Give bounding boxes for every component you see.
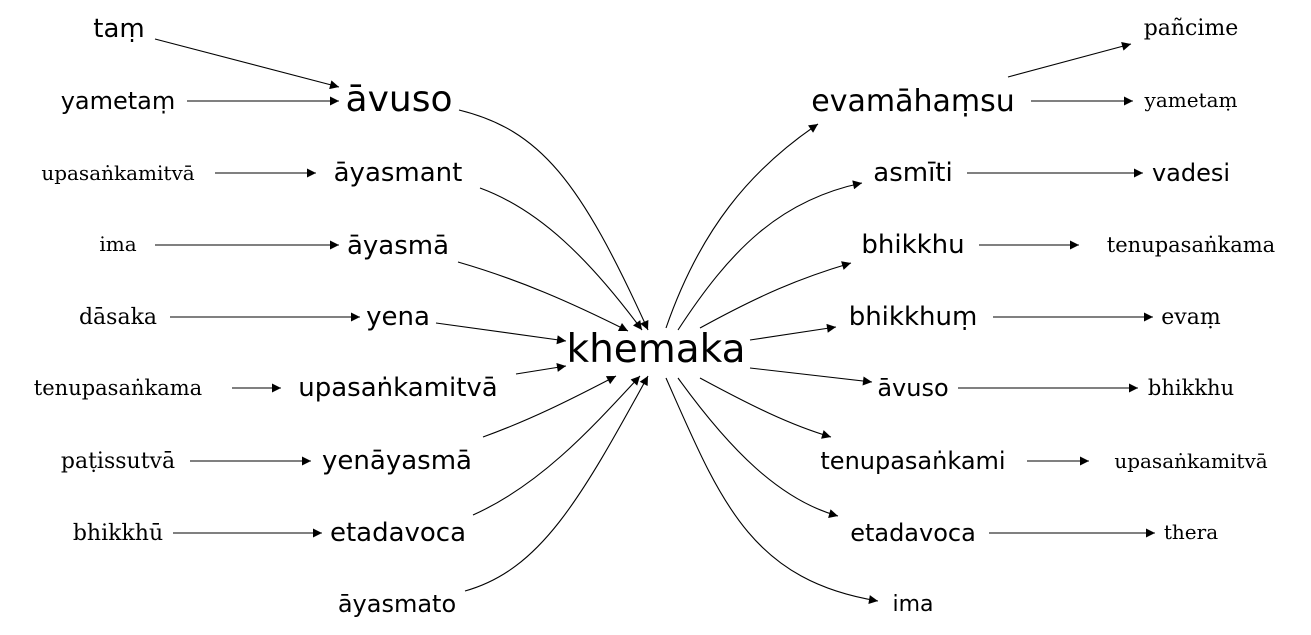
edge-yenayasma-khemaka	[482, 375, 617, 438]
node-right-inner-7: ima	[892, 592, 933, 617]
edge-evamahamsu-pancime	[1007, 41, 1132, 78]
node-right-inner-2: bhikkhu	[861, 230, 964, 260]
edges-right-outer	[958, 41, 1155, 538]
node-right-outer-5: bhikkhu	[1148, 376, 1234, 400]
node-left-outer-4: dāsaka	[79, 305, 157, 330]
edge-avuso-khemaka	[458, 109, 649, 331]
edge-khemaka-ima-right	[665, 377, 879, 604]
node-right-inner-0: evamāhaṃsu	[811, 84, 1014, 119]
edge-khemaka-bhikkhu	[699, 261, 852, 329]
edge-ayasmant-khemaka	[479, 187, 643, 331]
edge-khemaka-asmiti	[677, 180, 863, 331]
node-left-inner-5: yenāyasmā	[322, 446, 472, 476]
edge-ayasma-khemaka	[457, 261, 629, 332]
edge-ayasmato-khemaka	[464, 375, 649, 592]
node-left-inner-7: āyasmato	[338, 590, 456, 618]
edge-khemaka-bhikkhum	[749, 323, 837, 341]
edge-upasankamitva-khemaka	[515, 362, 567, 375]
node-right-outer-7: thera	[1164, 520, 1218, 544]
node-center: khemaka	[567, 327, 746, 372]
node-left-inner-2: āyasmā	[347, 231, 449, 261]
edge-khemaka-etadavoca-right	[677, 377, 839, 518]
nodes-left-outer: taṃ yametaṃ upasaṅkamitvā ima dāsaka ten…	[34, 14, 202, 546]
nodes-right-inner: evamāhaṃsu asmīti bhikkhu bhikkhuṃ āvuso…	[811, 84, 1014, 617]
edge-khemaka-tenupasankami	[699, 377, 832, 439]
node-left-outer-0: taṃ	[93, 14, 144, 44]
node-right-inner-5: tenupasaṅkami	[820, 447, 1005, 475]
edges-left-outer	[154, 38, 360, 538]
node-left-outer-5: tenupasaṅkama	[34, 376, 202, 400]
node-right-outer-2: vadesi	[1152, 159, 1230, 187]
node-left-inner-0: āvuso	[346, 79, 453, 120]
edges-left-inner	[435, 109, 649, 592]
edge-khemaka-evamahamsu	[665, 123, 819, 329]
edge-yena-khemaka	[435, 322, 567, 345]
node-right-outer-0: pañcime	[1144, 16, 1239, 41]
node-right-inner-1: asmīti	[873, 158, 952, 188]
nodes-right-outer: pañcime yametaṃ vadesi tenupasaṅkama eva…	[1107, 16, 1275, 544]
node-left-inner-6: etadavoca	[330, 518, 466, 548]
nodes-left-inner: āvuso āyasmant āyasmā yena upasaṅkamitvā…	[298, 79, 497, 618]
node-left-inner-3: yena	[366, 302, 430, 332]
node-right-outer-6: upasaṅkamitvā	[1114, 449, 1267, 473]
node-left-outer-3: ima	[99, 232, 136, 256]
node-left-outer-7: bhikkhū	[73, 521, 163, 546]
node-left-outer-2: upasaṅkamitvā	[41, 161, 194, 185]
edges-right-inner	[665, 123, 879, 604]
node-right-outer-4: evaṃ	[1161, 305, 1221, 330]
node-right-inner-6: etadavoca	[850, 519, 976, 547]
node-left-inner-4: upasaṅkamitvā	[298, 373, 497, 403]
node-right-outer-1: yametaṃ	[1144, 88, 1238, 112]
edge-etadavoca-khemaka	[472, 375, 641, 516]
edge-tam-avuso	[154, 38, 340, 90]
node-right-outer-3: tenupasaṅkama	[1107, 233, 1275, 257]
node-right-inner-4: āvuso	[877, 374, 948, 402]
node-left-inner-1: āyasmant	[334, 158, 463, 188]
node-left-outer-1: yametaṃ	[61, 87, 176, 115]
node-right-inner-3: bhikkhuṃ	[849, 302, 978, 332]
node-left-outer-6: paṭissutvā	[61, 449, 175, 474]
edge-khemaka-avuso-right	[749, 367, 873, 386]
